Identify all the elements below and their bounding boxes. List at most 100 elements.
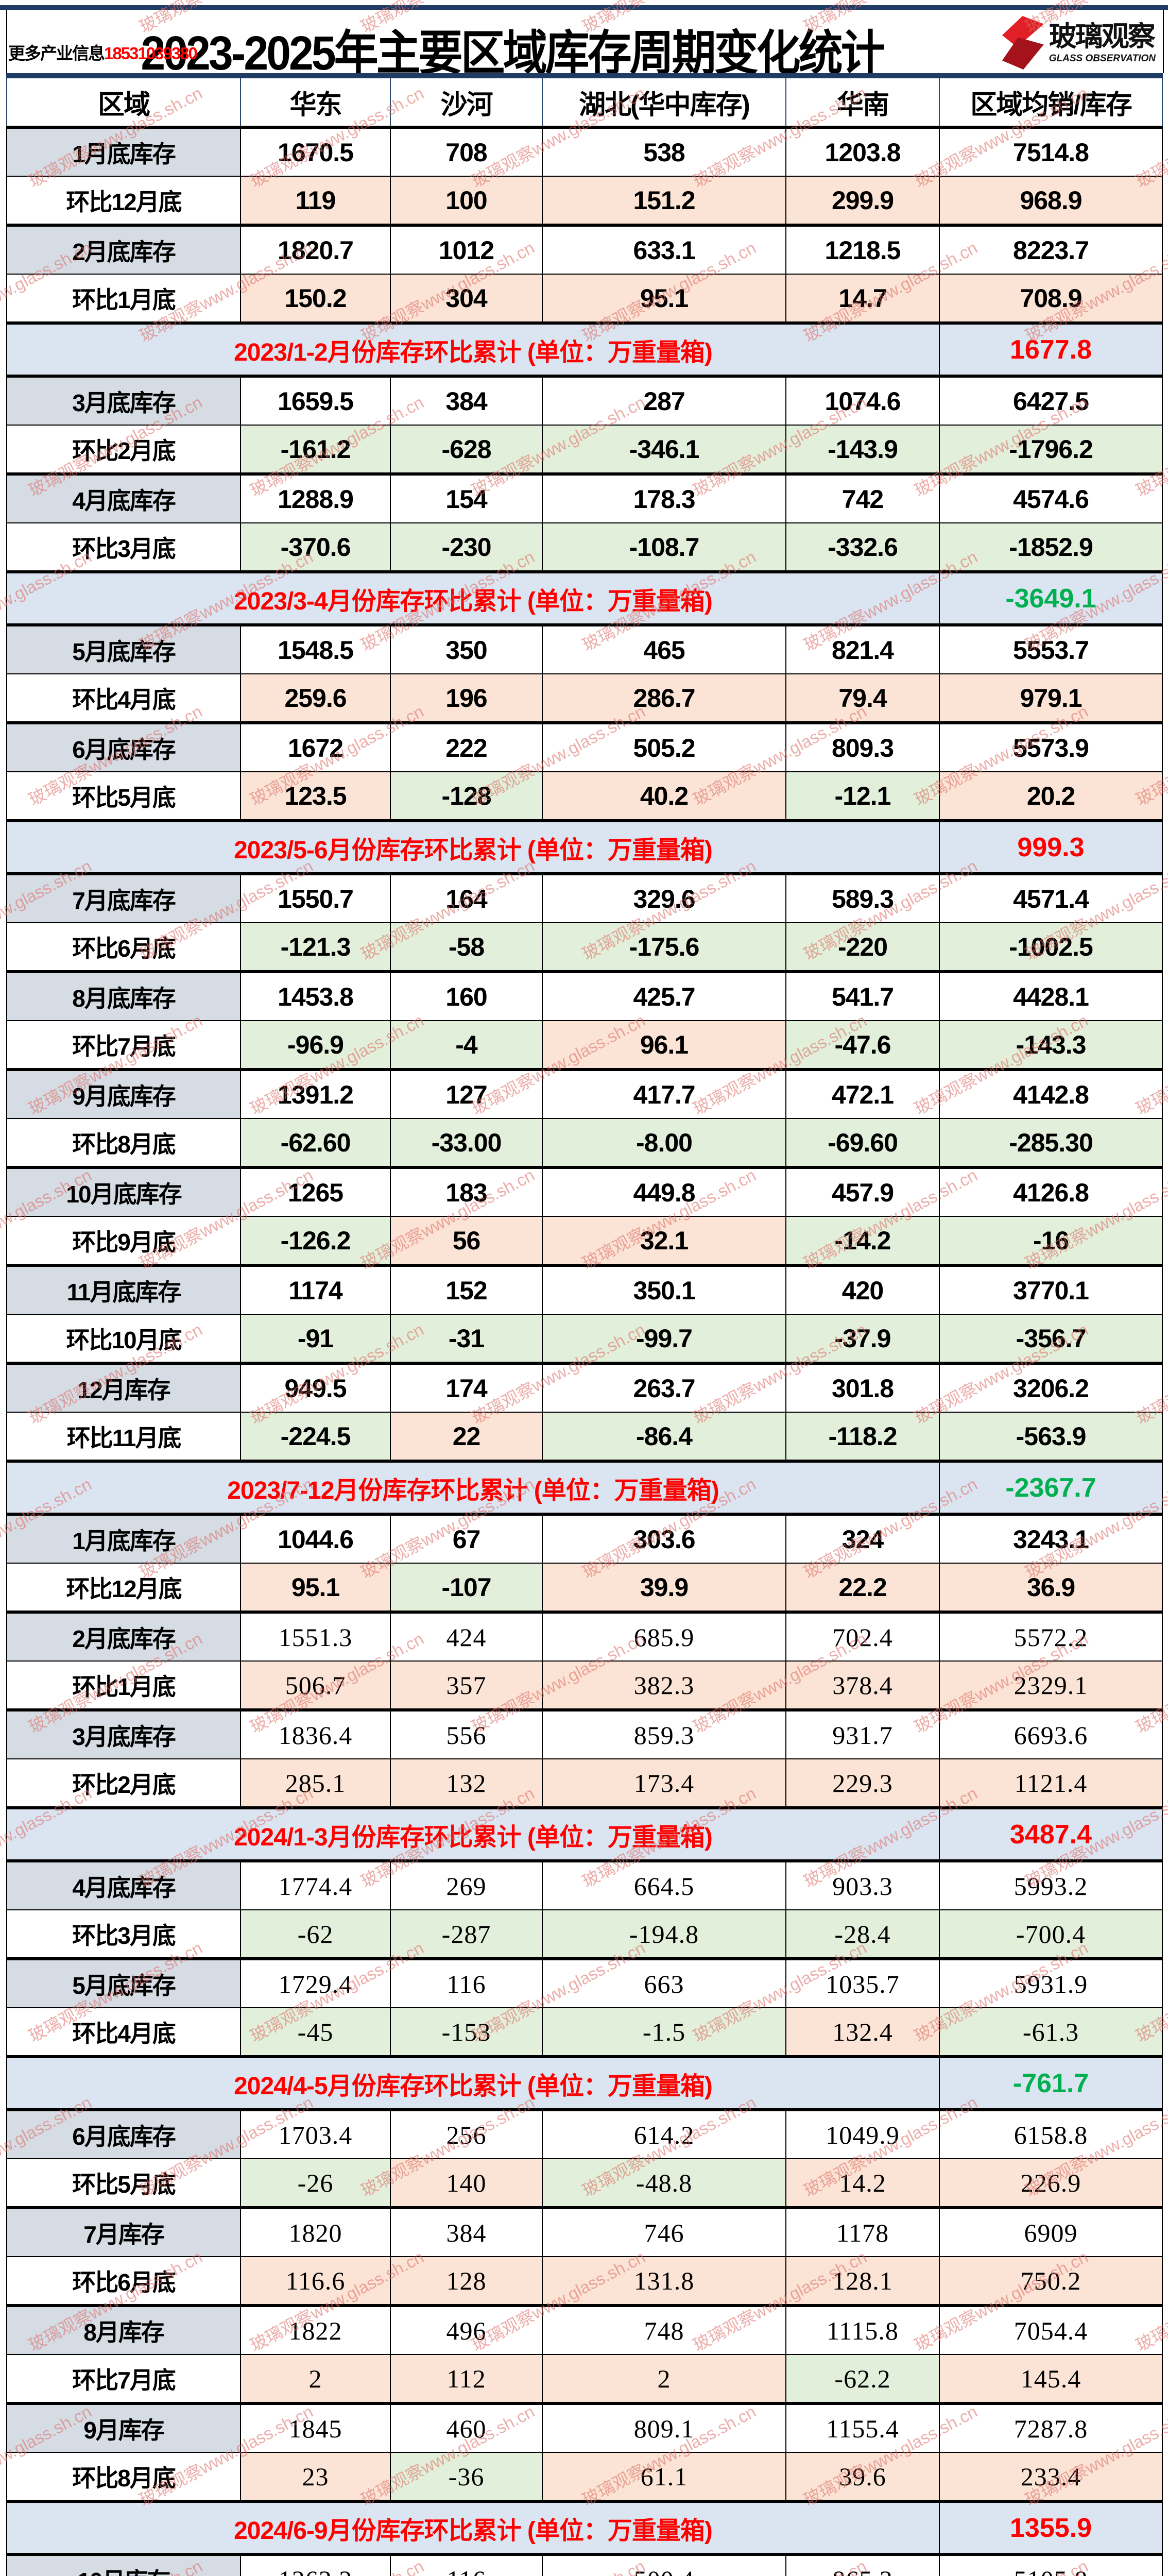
stock-row: 12月库存 949.5 174 263.7 301.8 3206.2: [6, 1362, 1163, 1413]
value-cell: 285.1: [240, 1758, 391, 1808]
value-cell: 6909: [939, 2206, 1163, 2257]
summary-value: -2367.7: [939, 1460, 1163, 1516]
value-cell: 3243.1: [939, 1513, 1163, 1564]
mom-change-row: 环比3月底 -370.6 -230 -108.7 -332.6 -1852.9: [6, 522, 1163, 572]
mom-change-row: 环比1月底 506.7 357 382.3 378.4 2329.1: [6, 1660, 1163, 1710]
value-cell: 5572.2: [939, 1611, 1163, 1662]
row-label: 环比6月底: [6, 922, 241, 972]
mom-change-row: 环比7月底 -96.9 -4 96.1 -47.6 -143.3: [6, 1020, 1163, 1070]
row-label: 7月库存: [6, 2206, 241, 2257]
value-cell: 150.2: [240, 274, 391, 324]
value-cell: 1845: [240, 2402, 391, 2453]
value-cell: 259.6: [240, 673, 391, 723]
value-cell: 1822: [240, 2304, 391, 2355]
value-cell: 6693.6: [939, 1708, 1163, 1759]
value-cell: -121.3: [240, 922, 391, 972]
row-label: 环比6月底: [6, 2256, 241, 2306]
value-cell: 449.8: [542, 1166, 786, 1217]
column-header-huadong: 华东: [240, 73, 391, 129]
value-cell: 702.4: [785, 1611, 940, 1662]
stock-row: 5月底库存 1729.4 116 663 1035.7 5931.9: [6, 1957, 1163, 2008]
value-cell: 14.7: [785, 274, 940, 324]
stock-row: 2月底库存 1820.7 1012 633.1 1218.5 8223.7: [6, 224, 1163, 275]
value-cell: 378.4: [785, 1660, 940, 1710]
value-cell: 424: [390, 1611, 543, 1662]
value-cell: -126.2: [240, 1216, 391, 1266]
row-label: 环比3月底: [6, 522, 241, 572]
value-cell: 750.2: [939, 2256, 1163, 2306]
value-cell: 95.1: [240, 1563, 391, 1613]
stock-row: 8月底库存 1453.8 160 425.7 541.7 4428.1: [6, 970, 1163, 1021]
stock-row: 7月底库存 1550.7 164 329.6 589.3 4571.4: [6, 872, 1163, 923]
value-cell: 748: [542, 2304, 786, 2355]
row-label: 环比8月底: [6, 1118, 241, 1168]
mom-change-row: 环比2月底 -161.2 -628 -346.1 -143.9 -1796.2: [6, 425, 1163, 474]
row-label: 环比12月底: [6, 1563, 241, 1613]
value-cell: -287: [390, 1909, 543, 1959]
column-header-huanan: 华南: [785, 73, 940, 129]
row-label: 环比4月底: [6, 673, 241, 723]
value-cell: 1074.6: [785, 375, 940, 426]
value-cell: 1836.4: [240, 1708, 391, 1759]
value-cell: 1218.5: [785, 224, 940, 275]
value-cell: 7514.8: [939, 126, 1163, 177]
value-cell: 67: [390, 1513, 543, 1564]
top-navy-bar: [0, 5, 1168, 10]
glass-shard-icon: [1000, 16, 1044, 70]
value-cell: -128: [390, 771, 543, 821]
value-cell: -69.60: [785, 1118, 940, 1168]
row-label: 环比5月底: [6, 2158, 241, 2208]
page-title: 2023-2025年主要区域库存周期变化统计: [141, 26, 885, 80]
stock-row: 1月底库存 1044.6 67 303.6 324 3243.1: [6, 1513, 1163, 1564]
value-cell: 1035.7: [785, 1957, 940, 2008]
value-cell: 685.9: [542, 1611, 786, 1662]
value-cell: 61.1: [542, 2452, 786, 2502]
value-cell: 382.3: [542, 1660, 786, 1710]
column-header-region: 区域: [6, 73, 241, 129]
row-label: 环比10月底: [6, 1314, 241, 1364]
value-cell: -224.5: [240, 1412, 391, 1462]
value-cell: 1012: [390, 224, 543, 275]
value-cell: 152: [390, 1264, 543, 1315]
summary-label: 2023/5-6月份库存环比累计 (单位：万重量箱): [6, 819, 940, 875]
value-cell: -86.4: [542, 1412, 786, 1462]
value-cell: 384: [390, 2206, 543, 2257]
summary-value: 3487.4: [939, 1806, 1163, 1862]
value-cell: 8223.7: [939, 224, 1163, 275]
column-header-shahe: 沙河: [390, 73, 543, 129]
summary-value: -3649.1: [939, 570, 1163, 626]
value-cell: 2: [542, 2354, 786, 2404]
value-cell: 1115.8: [785, 2304, 940, 2355]
row-label: 4月底库存: [6, 1859, 241, 1910]
value-cell: -4: [390, 1020, 543, 1070]
stock-row: 4月底库存 1774.4 269 664.5 903.3 5993.2: [6, 1859, 1163, 1910]
value-cell: 154: [390, 472, 543, 523]
value-cell: 903.3: [785, 1859, 940, 1910]
stock-row: 4月底库存 1288.9 154 178.3 742 4574.6: [6, 472, 1163, 523]
row-label: 5月底库存: [6, 1957, 241, 2008]
value-cell: -62.2: [785, 2354, 940, 2404]
mom-change-row: 环比10月底 -91 -31 -99.7 -37.9 -356.7: [6, 1314, 1163, 1364]
value-cell: 5931.9: [939, 1957, 1163, 2008]
mom-change-row: 环比9月底 -126.2 56 32.1 -14.2 -16: [6, 1216, 1163, 1266]
value-cell: 39.9: [542, 1563, 786, 1613]
value-cell: 79.4: [785, 673, 940, 723]
brand-logo: 玻璃观察 GLASS OBSERVATION: [1000, 16, 1156, 70]
value-cell: -99.7: [542, 1314, 786, 1364]
value-cell: 4126.8: [939, 1166, 1163, 1217]
value-cell: -91: [240, 1314, 391, 1364]
value-cell: -26: [240, 2158, 391, 2208]
value-cell: 708: [390, 126, 543, 177]
value-cell: 222: [390, 721, 543, 772]
value-cell: 1049.9: [785, 2108, 940, 2159]
value-cell: 556: [390, 1708, 543, 1759]
value-cell: 425.7: [542, 970, 786, 1021]
value-cell: 145.4: [939, 2354, 1163, 2404]
row-label: 环比1月底: [6, 1660, 241, 1710]
summary-label: 2023/1-2月份库存环比累计 (单位：万重量箱): [6, 321, 940, 378]
value-cell: 614.2: [542, 2108, 786, 2159]
value-cell: 299.9: [785, 176, 940, 226]
value-cell: -285.30: [939, 1118, 1163, 1168]
value-cell: 40.2: [542, 771, 786, 821]
